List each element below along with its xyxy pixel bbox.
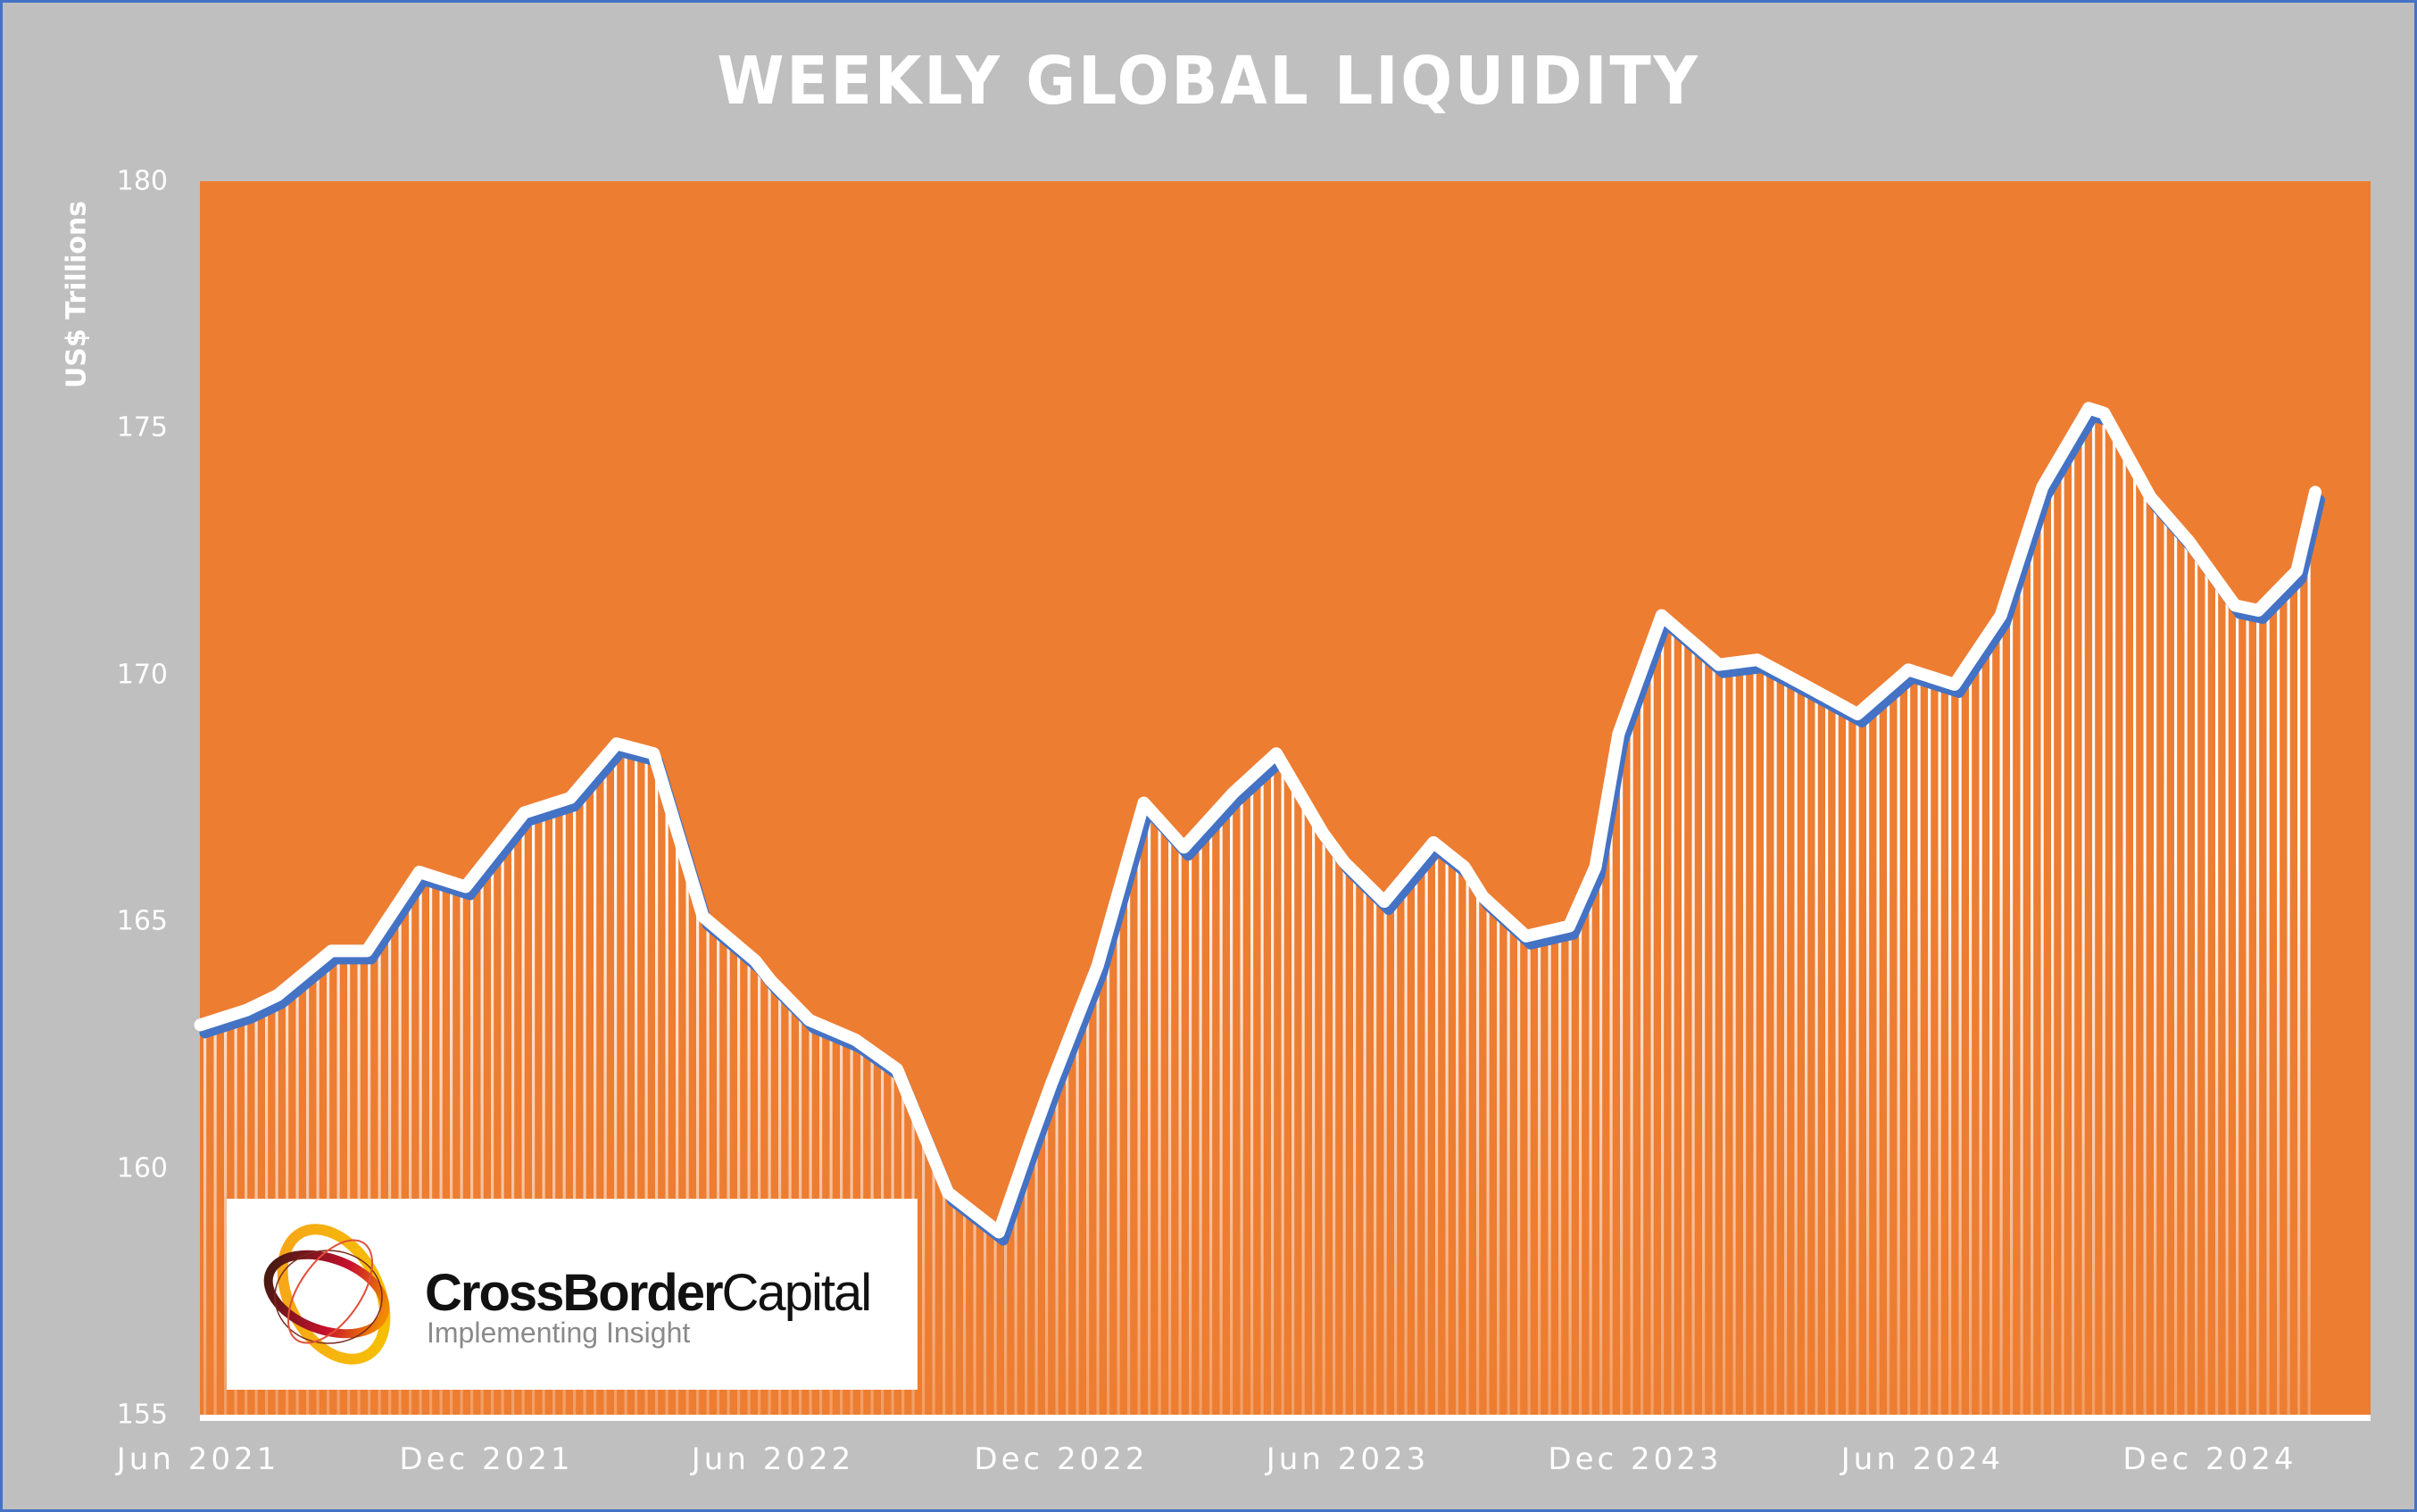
logo-wordmark: CrossBorderCapital <box>425 1264 872 1322</box>
logo-tagline: Implementing Insight <box>427 1317 691 1349</box>
logo-rings-icon <box>263 1224 391 1365</box>
y-tick-175: 175 <box>116 411 168 444</box>
y-tick-155: 155 <box>116 1399 168 1431</box>
y-tick-160: 160 <box>116 1152 168 1184</box>
x-tick-jun-2023: Jun 2023 <box>1266 1441 1430 1477</box>
y-tick-170: 170 <box>116 659 168 691</box>
x-tick-dec-2024: Dec 2024 <box>2122 1441 2297 1477</box>
x-tick-jun-2024: Jun 2024 <box>1840 1441 2005 1477</box>
series-line <box>194 402 2321 1239</box>
crossborder-capital-logo: CrossBorderCapital Implementing Insight <box>227 1199 918 1390</box>
chart-title: WEEKLY GLOBAL LIQUIDITY <box>717 43 1700 120</box>
y-tick-165: 165 <box>116 905 168 937</box>
x-tick-dec-2021: Dec 2021 <box>399 1441 574 1477</box>
x-tick-jun-2021: Jun 2021 <box>116 1441 280 1477</box>
x-tick-jun-2022: Jun 2022 <box>691 1441 855 1477</box>
y-tick-180: 180 <box>116 165 168 197</box>
x-axis-line <box>200 1415 2371 1421</box>
x-tick-dec-2022: Dec 2022 <box>974 1441 1149 1477</box>
x-tick-dec-2023: Dec 2023 <box>1548 1441 1723 1477</box>
